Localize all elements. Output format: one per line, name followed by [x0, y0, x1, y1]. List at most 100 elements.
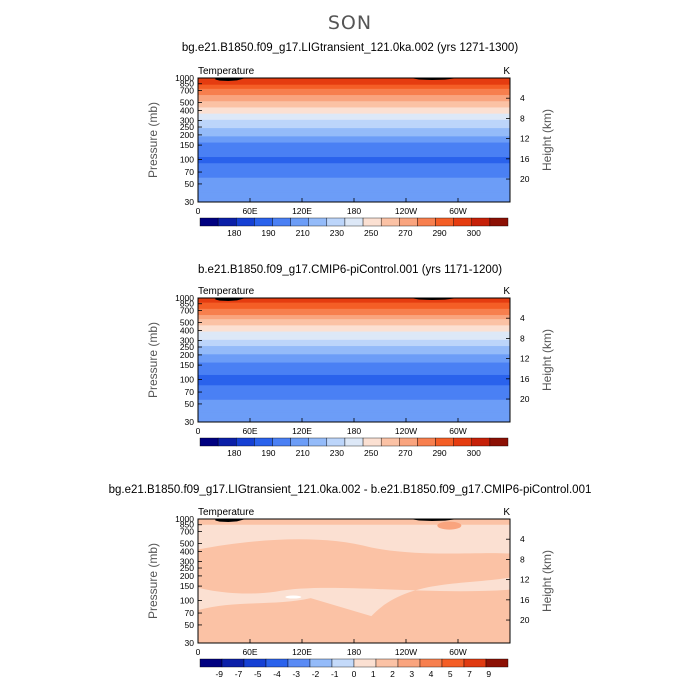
colorbar-swatch — [290, 437, 309, 447]
colorbar-label: 210 — [296, 448, 310, 458]
contour-band — [198, 125, 510, 129]
colorbar-label: -2 — [312, 669, 320, 679]
colorbar-swatch — [326, 437, 346, 447]
diff-region-zero — [285, 595, 302, 599]
colorbar-label: 270 — [398, 228, 412, 238]
x-tick-label: 60E — [242, 206, 257, 216]
x-tick-label: 60W — [449, 647, 466, 657]
x-tick-label: 60E — [242, 426, 257, 436]
topography — [215, 298, 246, 301]
colorbar-2: 180 190 210 230 250 270 290 300 — [199, 437, 509, 458]
contour-band — [198, 349, 510, 353]
y-tick-label: 30 — [185, 197, 195, 207]
contour-band — [198, 149, 510, 153]
contour-band — [198, 338, 510, 342]
contour-band — [198, 96, 510, 100]
y-tick-label: 700 — [180, 306, 194, 316]
contour-band — [198, 110, 510, 114]
y-tick-label: 200 — [180, 571, 194, 581]
panel-3-plot: 3050701001502002503004005007008501000201… — [146, 507, 554, 679]
contour-band — [198, 178, 510, 182]
contour-band — [198, 361, 510, 365]
colorbar-swatch — [217, 437, 237, 447]
contour-band — [198, 145, 510, 149]
units-label: K — [503, 286, 510, 297]
variable-label: Temperature — [198, 286, 255, 297]
colorbar-swatch — [236, 437, 255, 447]
contour-band — [198, 166, 510, 170]
contour-band — [198, 351, 510, 355]
x-tick-label: 180 — [347, 206, 361, 216]
colorbar-swatch — [471, 217, 491, 227]
contour-band — [198, 180, 510, 184]
colorbar-1: 180 190 210 230 250 270 290 300 — [199, 217, 509, 238]
diff-region-upper — [198, 577, 510, 617]
colorbar-label: 7 — [467, 669, 472, 679]
colorbar-swatch — [236, 217, 255, 227]
panel-2-plot: 3050701001502002503004005007008501000201… — [146, 286, 554, 458]
panel-2-title: b.e21.B1850.f09_g17.CMIP6-piControl.001 … — [197, 264, 503, 276]
colorbar-swatch — [199, 437, 219, 447]
y-tick-label: 850 — [180, 299, 194, 309]
y-tick-label: 50 — [185, 179, 195, 189]
contour-band — [198, 330, 510, 334]
y-tick-label: 850 — [180, 520, 194, 530]
x-tick-label: 0 — [196, 647, 201, 657]
colorbar-label: 180 — [227, 228, 241, 238]
contour-band — [198, 151, 510, 155]
colorbar-label: 180 — [227, 448, 241, 458]
y2-tick-label: 20 — [520, 174, 530, 184]
contour-band — [198, 176, 510, 180]
colorbar-swatch — [489, 217, 509, 227]
contour-band — [198, 106, 510, 110]
contour-band — [198, 409, 510, 413]
contour-band — [198, 299, 510, 303]
x-tick-label: 120E — [292, 647, 312, 657]
contour-band — [198, 79, 510, 83]
y2-axis-label: Height (km) — [540, 329, 554, 391]
colorbar-label: -3 — [292, 669, 300, 679]
y-tick-label: 70 — [185, 608, 195, 618]
contour-band — [198, 407, 510, 411]
colorbar-swatch — [489, 437, 509, 447]
colorbar-swatch — [254, 217, 273, 227]
contour-band — [198, 388, 510, 392]
contour-band — [198, 322, 510, 326]
contour-band — [198, 390, 510, 394]
panel-3-field — [198, 519, 510, 643]
contour-band — [198, 143, 510, 147]
colorbar-label: -4 — [273, 669, 281, 679]
contour-band — [198, 193, 510, 197]
contour-band — [198, 147, 510, 151]
y2-tick-label: 8 — [520, 333, 525, 343]
colorbar-label: 2 — [390, 669, 395, 679]
contour-band — [198, 413, 510, 417]
colorbar-swatch — [265, 658, 289, 668]
colorbar-3: -9 -7 -5 -4 -3 -2 -1 0 1 2 3 4 5 7 9 — [199, 658, 509, 679]
contour-band — [198, 318, 510, 322]
colorbar-label: 0 — [352, 669, 357, 679]
colorbar-swatch — [435, 437, 454, 447]
contour-band — [198, 411, 510, 415]
colorbar-label: 230 — [330, 448, 344, 458]
colorbar-swatch — [362, 437, 382, 447]
colorbar-label: 1 — [371, 669, 376, 679]
y2-tick-label: 16 — [520, 595, 530, 605]
contour-band — [198, 398, 510, 402]
contour-band — [198, 104, 510, 108]
colorbar-swatch — [417, 437, 436, 447]
contour-band — [198, 98, 510, 102]
variable-label: Temperature — [198, 66, 255, 77]
colorbar-label: -7 — [235, 669, 243, 679]
contour-band — [198, 342, 510, 347]
colorbar-swatch — [375, 658, 399, 668]
y2-tick-label: 16 — [520, 374, 530, 384]
contour-band — [198, 108, 510, 112]
colorbar-swatch — [397, 658, 421, 668]
diff-region-lower — [198, 524, 510, 554]
contour-band — [198, 340, 510, 344]
colorbar-label: -9 — [215, 669, 223, 679]
contour-band — [198, 116, 510, 120]
contour-band — [198, 168, 510, 172]
